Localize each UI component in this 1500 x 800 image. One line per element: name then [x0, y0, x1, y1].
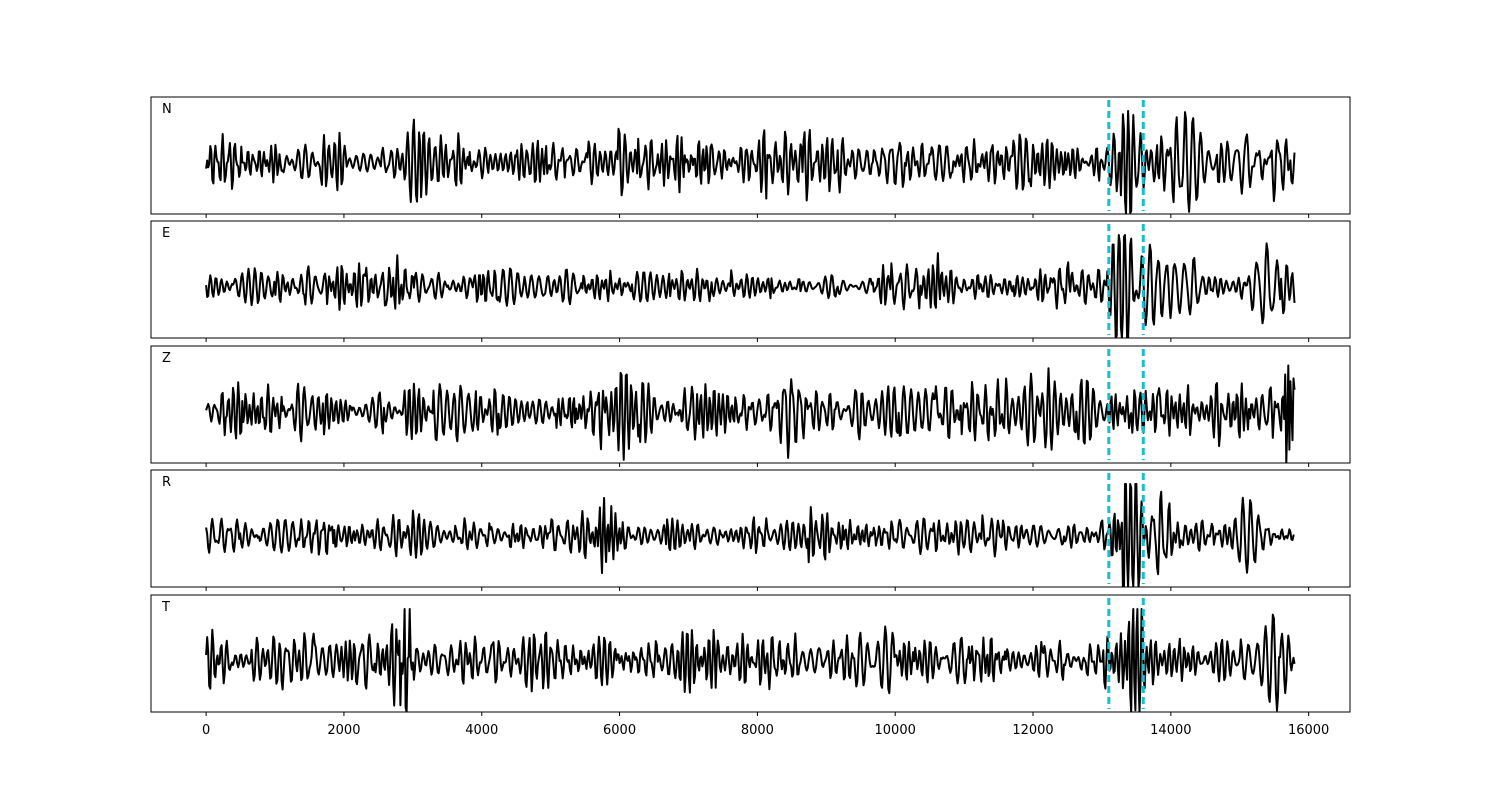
panel-frame: [150, 96, 1351, 215]
x-tick-label: 2000: [327, 723, 360, 738]
trace-line-e: [205, 234, 1296, 338]
x-tick-label: 0: [202, 723, 210, 738]
x-tick-label: 16000: [1288, 723, 1329, 738]
trace-line-t: [205, 608, 1296, 712]
panel-label-t: T: [161, 600, 170, 615]
x-axis: 0 2000 4000 6000 8000 10000 12000 14000 16000: [202, 723, 1329, 738]
x-tick-label: 12000: [1012, 723, 1053, 738]
panel-label-e: E: [162, 226, 170, 241]
x-tick-label: 8000: [741, 723, 774, 738]
panel-label-n: N: [162, 102, 172, 117]
panel-frame: [150, 220, 1351, 339]
trace-line-n: [205, 110, 1296, 214]
x-tick-label: 10000: [875, 723, 916, 738]
panel-frame: [150, 469, 1351, 588]
panel-r: R: [150, 469, 1351, 591]
panel-n: N: [150, 96, 1351, 218]
trace-line-r: [205, 483, 1295, 587]
x-tick-label: 4000: [465, 723, 498, 738]
panel-frame: [150, 345, 1351, 464]
panel-frame: [150, 594, 1351, 713]
x-tick-label: 14000: [1150, 723, 1191, 738]
x-tick-label: 6000: [603, 723, 636, 738]
panel-z: Z: [150, 345, 1351, 467]
trace-panels: N E Z R T: [150, 96, 1351, 716]
trace-line-z: [205, 364, 1296, 463]
panel-e: E: [150, 220, 1351, 342]
panel-t: T: [150, 594, 1351, 716]
panel-label-r: R: [162, 475, 171, 490]
panel-label-z: Z: [162, 351, 171, 366]
